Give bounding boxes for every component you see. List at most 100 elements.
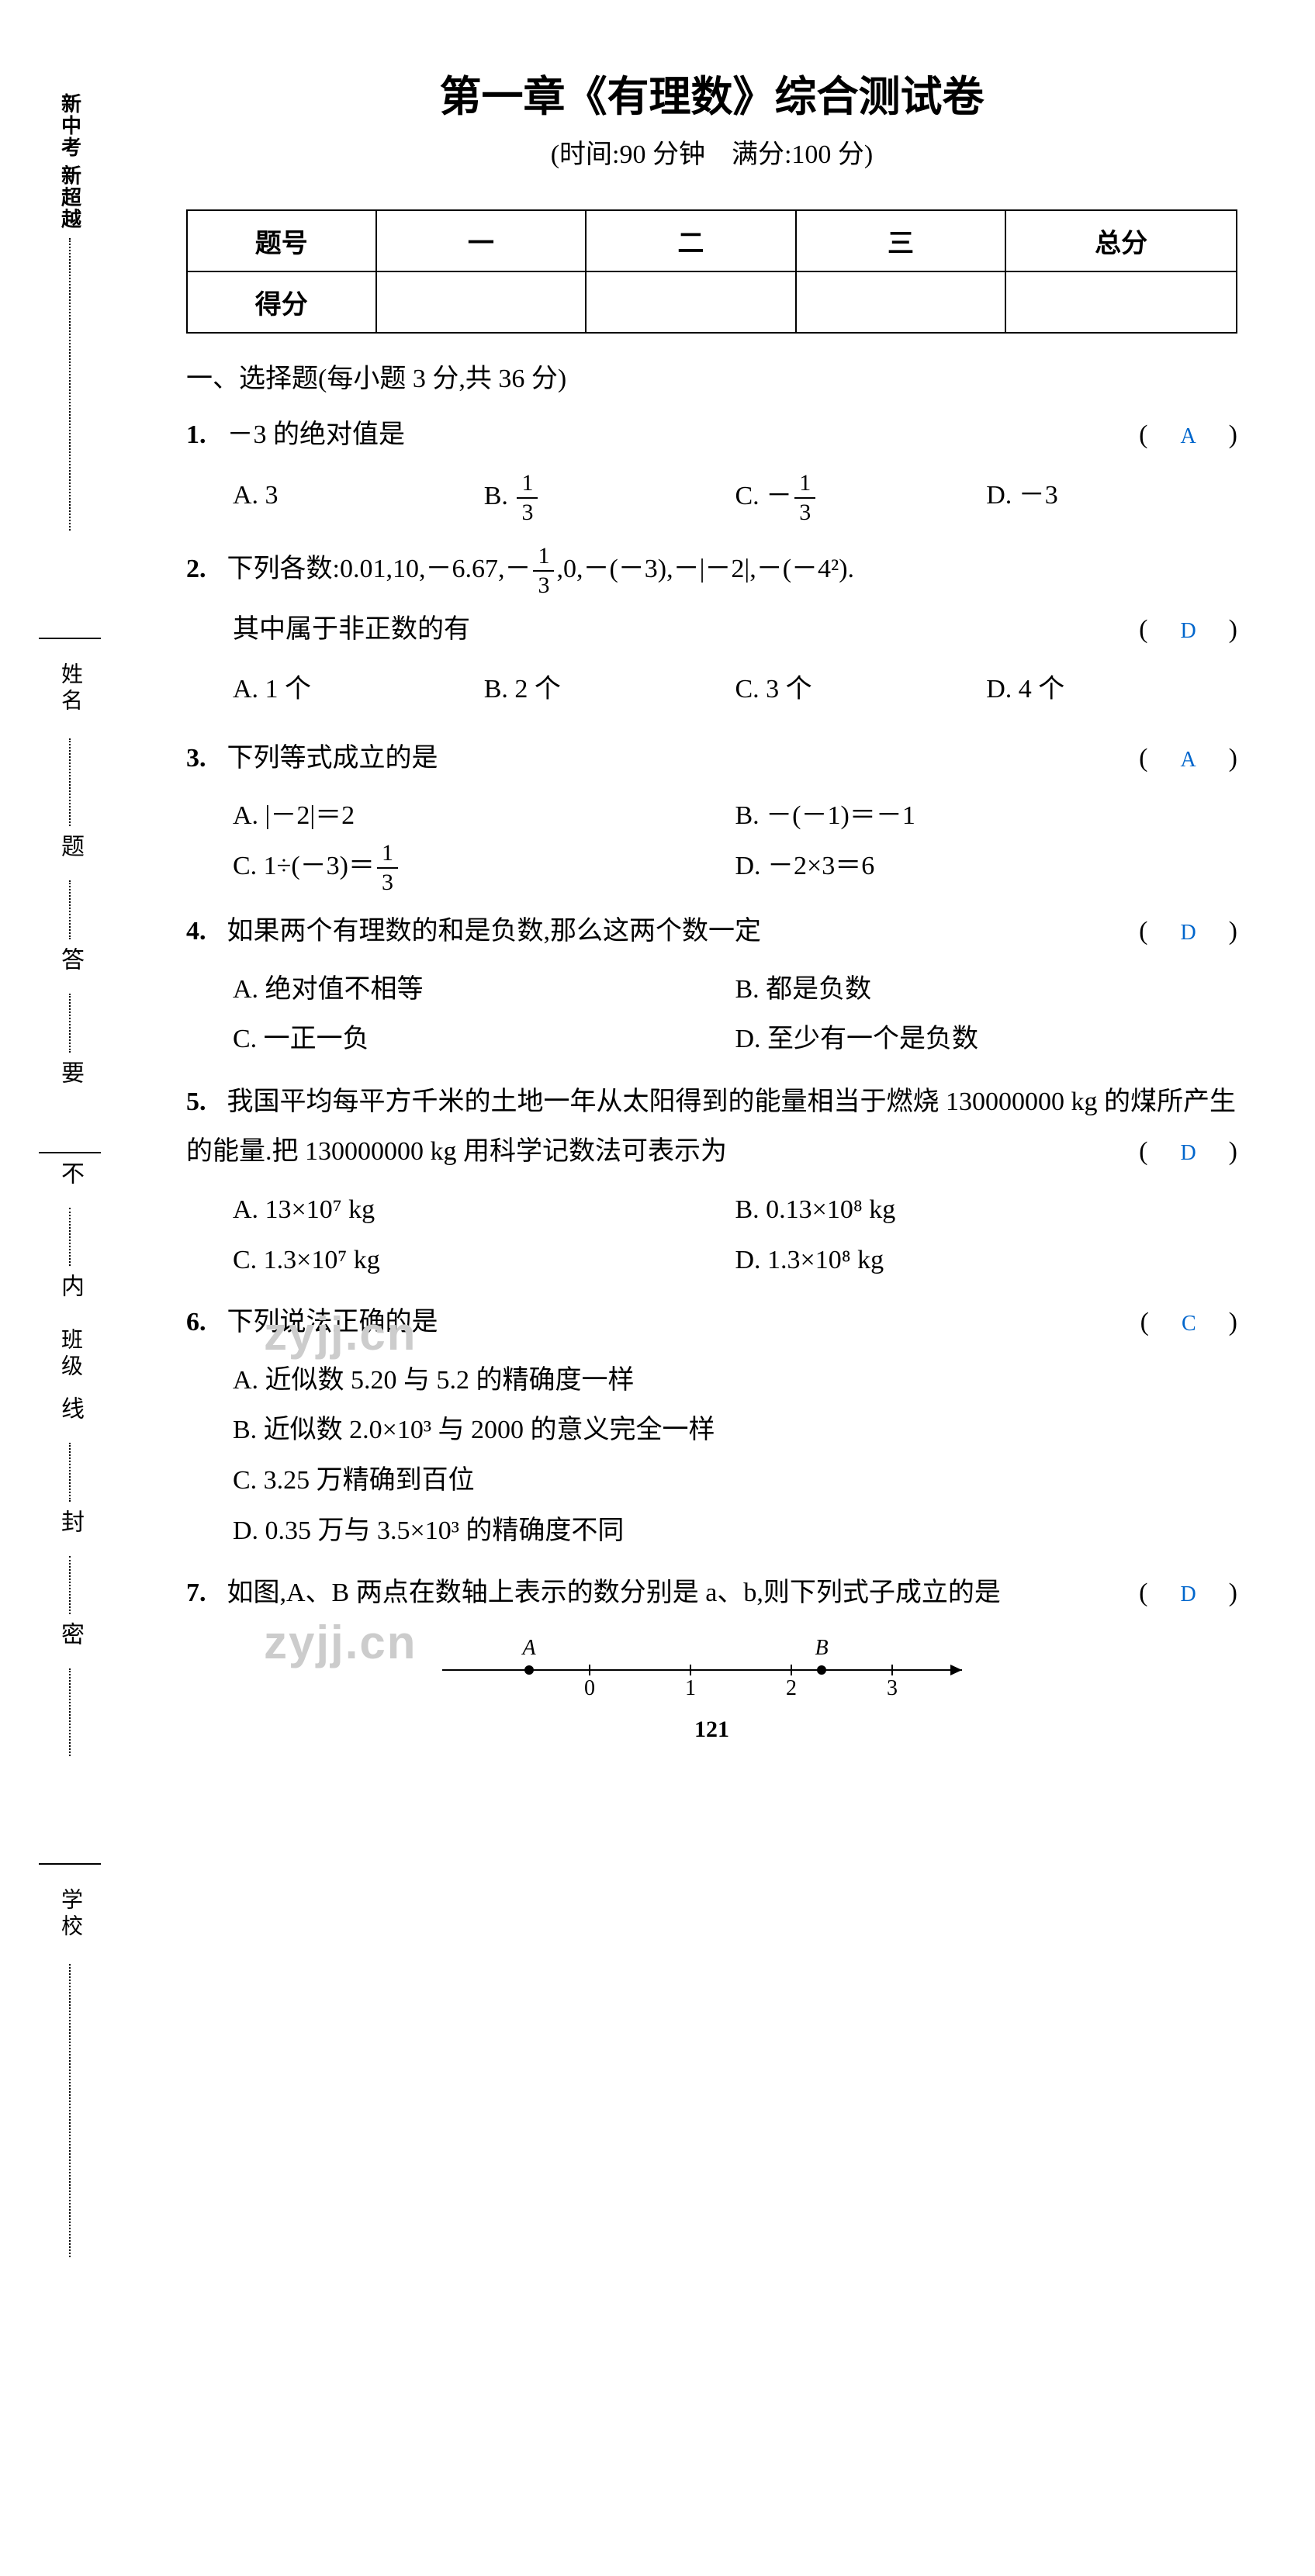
question-4: 4. 如果两个有理数的和是负数,那么这两个数一定 ( D ) [186, 907, 1237, 957]
hint-char: 封 [53, 1509, 87, 1548]
question-2: 2. 下列各数:0.01,10,－6.67,－13,0,－(－3),－|－2|,… [186, 545, 1237, 597]
q-num: 1. [186, 410, 220, 461]
td [796, 271, 1006, 333]
opt-c: C. 一正一负 [233, 1015, 735, 1065]
opt-d: D. －2×3＝6 [735, 842, 1238, 894]
q7-figure-row: zyjj.cn 0 1 2 3 A B [186, 1631, 1237, 1701]
book-title: 新中考 新超越 [56, 93, 85, 230]
answer: A [1180, 424, 1196, 448]
dotted-line [69, 1443, 71, 1502]
question-7: 7. 如图,A、B 两点在数轴上表示的数分别是 a、b,则下列式子成立的是 ( … [186, 1568, 1237, 1619]
svg-text:2: 2 [786, 1676, 797, 1700]
row-label: 得分 [187, 271, 376, 333]
hint-char: 线 [53, 1396, 87, 1435]
answer: D [1180, 1582, 1196, 1606]
q-text: 下列各数:0.01,10,－6.67,－13,0,－(－3),－|－2|,－(－… [227, 555, 855, 583]
q-num: 5. [186, 1077, 220, 1128]
q-text: －3 的绝对值是 [227, 420, 406, 449]
svg-text:3: 3 [887, 1676, 898, 1700]
svg-text:A: A [521, 1636, 536, 1660]
main-content: 第一章《有理数》综合测试卷 (时间:90 分钟 满分:100 分) 题号 一 二… [186, 62, 1237, 1743]
hint-char: 密 [53, 1622, 87, 1661]
question-6: zyjj.cn 6. 下列说法正确的是 ( C ) [186, 1298, 1237, 1348]
opt-c: C. 1÷(－3)＝13 [233, 842, 735, 894]
options-row: A. 3 B. 13 C. －13 D. －3 [233, 472, 1237, 524]
hint-char: 答 [53, 947, 87, 986]
opt-d: D. 1.3×10⁸ kg [735, 1236, 1238, 1286]
answer-paren: ( D ) [1139, 907, 1237, 957]
watermark: zyjj.cn [264, 1290, 417, 1378]
opt-b: B. 2 个 [484, 666, 735, 713]
name-line [39, 546, 101, 639]
opt-c: C. 1.3×10⁷ kg [233, 1236, 735, 1286]
opt-b: B. 近似数 2.0×10³ 与 2000 的意义完全一样 [233, 1406, 1237, 1456]
subtitle: (时间:90 分钟 满分:100 分) [186, 133, 1237, 171]
options-grid: A. 13×10⁷ kg B. 0.13×10⁸ kg C. 1.3×10⁷ k… [233, 1185, 1237, 1285]
dotted-line [69, 1208, 71, 1267]
answer-paren: ( D ) [1139, 1568, 1237, 1619]
answer-paren: ( D ) [1139, 605, 1237, 655]
opt-c: C. －13 [735, 472, 987, 524]
section-heading: 一、选择题(每小题 3 分,共 36 分) [186, 357, 1237, 395]
opt-b: B. －(－1)＝－1 [735, 791, 1238, 842]
answer: A [1180, 748, 1196, 772]
opt-a: A. 绝对值不相等 [233, 965, 735, 1015]
answer-paren: ( D ) [1139, 1127, 1237, 1177]
number-line: 0 1 2 3 A B [434, 1631, 978, 1701]
answer: D [1180, 1141, 1196, 1165]
q-text: 如图,A、B 两点在数轴上表示的数分别是 a、b,则下列式子成立的是 [227, 1578, 1001, 1607]
td [376, 271, 587, 333]
q-num: 7. [186, 1568, 220, 1619]
svg-text:1: 1 [685, 1676, 696, 1700]
numline-svg: 0 1 2 3 A B [434, 1631, 978, 1701]
hint-char: 内 [53, 1274, 87, 1312]
school-label: 学校 [54, 1888, 85, 1941]
opt-c: C. 3 个 [735, 666, 987, 713]
q-num: 3. [186, 734, 220, 784]
options-list: A. 近似数 5.20 与 5.2 的精确度一样 B. 近似数 2.0×10³ … [233, 1356, 1237, 1556]
svg-text:0: 0 [584, 1676, 595, 1700]
opt-d: D. 至少有一个是负数 [735, 1015, 1238, 1065]
opt-a: A. 1 个 [233, 666, 484, 713]
th: 二 [586, 210, 796, 271]
question-1: 1. －3 的绝对值是 ( A ) [186, 410, 1237, 461]
dotted-line [69, 1668, 71, 1756]
school-line [39, 1772, 101, 1865]
class-line [39, 1107, 101, 1153]
opt-d: D. －3 [986, 472, 1237, 524]
score-table: 题号 一 二 三 总分 得分 [186, 209, 1237, 334]
hint-char: 题 [53, 834, 87, 873]
watermark: zyjj.cn [264, 1616, 417, 1669]
name-label: 姓名 [54, 662, 85, 715]
opt-c: C. 3.25 万精确到百位 [233, 1456, 1237, 1506]
class-label: 班级 [54, 1328, 85, 1381]
opt-b: B. 都是负数 [735, 965, 1238, 1015]
td [586, 271, 796, 333]
table-row: 得分 [187, 271, 1237, 333]
dotted-line [69, 994, 71, 1053]
opt-b: B. 13 [484, 472, 735, 524]
q-num: 2. [186, 545, 220, 595]
page-number: 121 [186, 1717, 1237, 1743]
opt-d: D. 0.35 万与 3.5×10³ 的精确度不同 [233, 1506, 1237, 1557]
hint-char: 要 [53, 1060, 87, 1099]
th: 一 [376, 210, 587, 271]
opt-b: B. 0.13×10⁸ kg [735, 1185, 1238, 1236]
options-row: A. 1 个 B. 2 个 C. 3 个 D. 4 个 [233, 666, 1237, 713]
answer: C [1182, 1312, 1196, 1336]
opt-d: D. 4 个 [986, 666, 1237, 713]
th: 题号 [187, 210, 376, 271]
options-grid: A. |－2|＝2 B. －(－1)＝－1 C. 1÷(－3)＝13 D. －2… [233, 791, 1237, 894]
question-2-line2: 其中属于非正数的有 ( D ) [233, 605, 1237, 655]
hint-char: 不 [53, 1161, 87, 1200]
page-title: 第一章《有理数》综合测试卷 [186, 62, 1237, 123]
dotted-line [69, 738, 71, 826]
opt-a: A. 3 [233, 472, 484, 524]
td [1005, 271, 1237, 333]
q-text: 其中属于非正数的有 [233, 615, 470, 644]
dotted-line [69, 238, 71, 531]
binding-sidebar: 新中考 新超越 姓名 题 答 要 不 内 班级 线 封 密 学校 [31, 93, 109, 2265]
answer-paren: ( C ) [1140, 1298, 1237, 1348]
th: 三 [796, 210, 1006, 271]
opt-a: A. |－2|＝2 [233, 791, 735, 842]
